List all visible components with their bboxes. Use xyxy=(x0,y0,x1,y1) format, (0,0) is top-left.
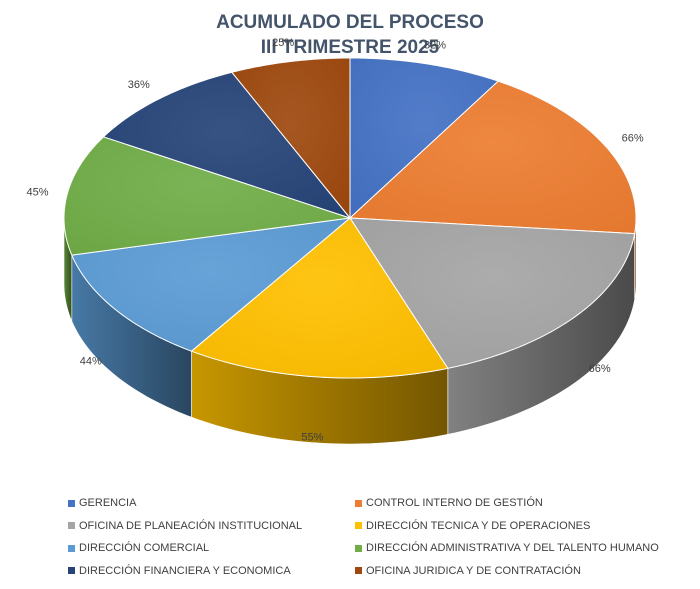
data-labels: 32% 66% 66% 55% 44% 45% 36% 25% xyxy=(26,37,643,443)
pie-slices xyxy=(63,57,637,379)
data-label-3: 55% xyxy=(301,431,323,443)
legend-swatch xyxy=(355,499,362,507)
pie-slice-6 xyxy=(102,71,352,220)
legend-swatch xyxy=(68,499,75,507)
pie-sides xyxy=(63,218,637,445)
data-label-2: 66% xyxy=(589,363,611,375)
pie-slice-7 xyxy=(231,57,351,220)
data-label-6: 36% xyxy=(128,79,150,91)
pie-slice-2 xyxy=(349,217,636,369)
legend-item-6: DIRECCIÓN FINANCIERA Y ECONOMICA xyxy=(68,565,291,577)
legend-item-5: DIRECCIÓN ADMINISTRATIVA Y DEL TALENTO H… xyxy=(355,542,659,554)
pie-slice-3 xyxy=(190,217,449,379)
legend-label: CONTROL INTERNO DE GESTIÓN xyxy=(366,497,543,509)
legend-label: DIRECCIÓN FINANCIERA Y ECONOMICA xyxy=(79,564,291,577)
legend-swatch xyxy=(68,522,75,529)
legend-item-3: DIRECCIÓN TECNICA Y DE OPERACIONES xyxy=(355,520,590,532)
legend-item-1: CONTROL INTERNO DE GESTIÓN xyxy=(355,497,543,509)
data-label-1: 66% xyxy=(622,132,644,144)
data-label-7: 25% xyxy=(272,37,294,49)
legend-item-0: GERENCIA xyxy=(68,497,136,509)
chart-title-line-2: III TRIMESTRE 2025 xyxy=(260,37,440,58)
pie-slice-4 xyxy=(71,217,352,352)
legend-item-2: OFICINA DE PLANEACIÓN INSTITUCIONAL xyxy=(68,520,302,532)
data-label-4: 44% xyxy=(80,356,102,368)
legend-swatch xyxy=(68,544,75,552)
legend-item-7: OFICINA JURIDICA Y DE CONTRATACIÓN xyxy=(355,565,581,577)
legend-swatch xyxy=(355,567,362,574)
pie-slice-0 xyxy=(349,57,500,220)
legend-swatch xyxy=(68,567,75,574)
pie-slice-1 xyxy=(348,80,637,235)
legend-label: DIRECCIÓN ADMINISTRATIVA Y DEL TALENTO H… xyxy=(366,542,659,554)
legend-label: GERENCIA xyxy=(79,497,137,509)
legend-item-4: DIRECCIÓN COMERCIAL xyxy=(68,542,209,554)
legend-swatch xyxy=(355,522,362,529)
chart-title-line-1: ACUMULADO DEL PROCESO xyxy=(216,12,484,33)
legend-label: OFICINA JURIDICA Y DE CONTRATACIÓN xyxy=(366,564,581,577)
data-label-0: 32% xyxy=(424,40,446,52)
chart-title: ACUMULADO DEL PROCESO III TRIMESTRE 2025 xyxy=(0,10,700,60)
legend-swatch xyxy=(355,544,362,552)
data-label-5: 45% xyxy=(26,186,48,198)
legend-label: DIRECCIÓN COMERCIAL xyxy=(79,542,210,554)
pie-slice-5 xyxy=(63,136,351,256)
legend-label: OFICINA DE PLANEACIÓN INSTITUCIONAL xyxy=(79,519,303,532)
legend-label: DIRECCIÓN TECNICA Y DE OPERACIONES xyxy=(366,519,591,532)
